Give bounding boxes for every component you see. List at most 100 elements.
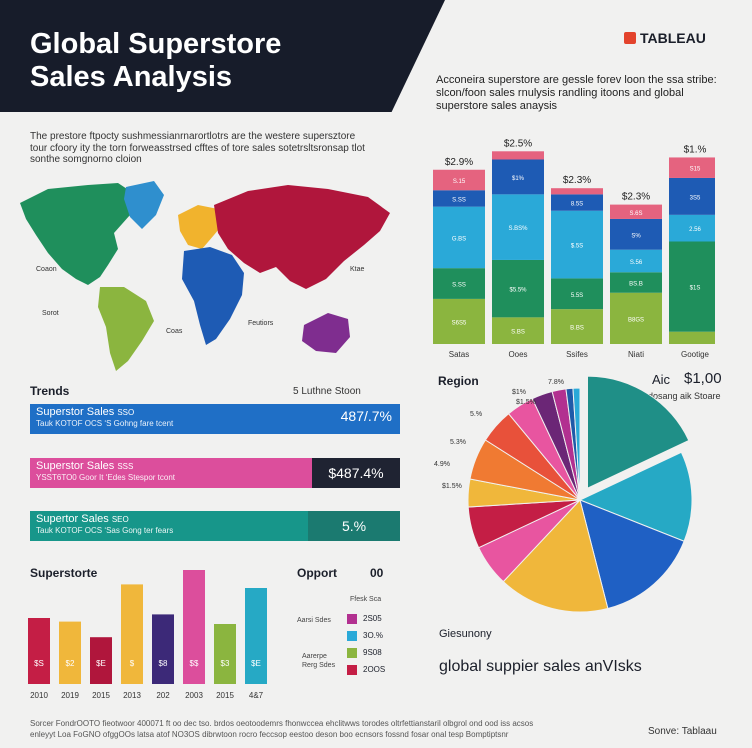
stacked-segment (492, 159, 544, 195)
pie-label: $1.5% (442, 483, 462, 490)
trend-label-1: Superstor Sales (36, 406, 115, 418)
stacked-segment (610, 272, 662, 293)
pie-slice (587, 375, 690, 489)
stacked-segment (551, 188, 603, 195)
pie-label: $1.5% (516, 399, 536, 406)
segment-label: 2.56 (689, 227, 701, 233)
intro-text-left: The prestore ftpocty sushmessianrnarortl… (30, 131, 365, 165)
segment-label: S15 (690, 167, 701, 173)
pie-label: 5.3% (450, 439, 466, 446)
stacked-segment (610, 218, 662, 250)
trend-sub-2: YSST6TO0 Goor It ‘Edes Stespor tcont (36, 473, 176, 482)
pie-label: $1% (512, 389, 526, 396)
segment-label: S6S5 (452, 320, 467, 326)
superstore-x-label: 4&7 (249, 691, 264, 700)
superstore-bar (59, 621, 81, 684)
trend-bar-3: Supertor Sales SEO Tauk KOTOF OCS ‘Sas G… (30, 511, 308, 541)
pie-slice (502, 498, 609, 613)
trend-value-2: $487.4% (312, 458, 400, 488)
stacked-segment (669, 331, 715, 344)
stacked-segment (610, 292, 662, 344)
footer-line-2: enleyyt Loa FoGNO ofggOOs latsa atof NO3… (30, 730, 509, 739)
stacked-segment (492, 317, 544, 344)
stacked-segment (669, 241, 715, 332)
superstore-bar (183, 570, 205, 684)
footer-source: Sonve: Tablaau (648, 726, 717, 737)
stacked-segment (551, 210, 603, 279)
stacked-segment (669, 214, 715, 242)
legend-item: 2S05 (347, 610, 385, 627)
legend-item: 9S08 (347, 644, 385, 661)
world-map: Coaon Sorot Coas Feutiors Ktae (20, 181, 390, 371)
stacked-segment (492, 259, 544, 318)
map-oceania (302, 313, 350, 353)
superstore-bar-label: $E (251, 659, 261, 668)
segment-label: B8GS (628, 317, 644, 323)
map-north-america (20, 183, 136, 285)
superstore-x-label: 2010 (30, 691, 48, 700)
stacked-segment (433, 268, 485, 299)
trend-sub-3: Tauk KOTOF OCS ‘Sas Gong ter fears (36, 526, 174, 535)
stacked-segment (551, 278, 603, 310)
superstore-bar (121, 584, 143, 684)
segment-label: B.BS (570, 326, 584, 332)
legend-item: 3O.% (347, 627, 385, 644)
pie-slice (579, 499, 685, 610)
pie-slice (572, 387, 581, 501)
stacked-top-label: $2.3% (563, 175, 591, 186)
stacked-segment (551, 309, 603, 344)
superstore-bar (214, 624, 236, 684)
segment-label: S.SS (452, 283, 466, 289)
segment-label: $1% (512, 176, 525, 182)
opport-legend: 2S05 3O.% 9S08 2OOS (347, 610, 385, 678)
segment-label: S.BS% (508, 226, 528, 232)
trends-heading: Trends (30, 384, 70, 398)
header-banner (0, 0, 445, 112)
pie-label: 5.% (470, 411, 482, 418)
trend-bar-1: Superstor Sales SSO Tauk KOTOF OCS ‘S Go… (30, 404, 400, 434)
trend-value-1: 487/.7% (340, 408, 392, 424)
opport-row-label-2: Aarerpe Rerg Sdes (302, 653, 336, 669)
glossary-text: global suppier sales anVIsks (439, 658, 642, 675)
superstore-bar (152, 614, 174, 684)
brand-logo: TABLEAU (624, 30, 706, 46)
trend-suffix-1: SSO (117, 408, 135, 417)
stacked-segment (669, 157, 715, 178)
map-africa (182, 247, 244, 345)
opport-heading: Opport (297, 566, 337, 580)
superstore-x-label: 2013 (123, 691, 141, 700)
superstore-bar-label: $S (34, 659, 44, 668)
superstore-bar-label: $E (96, 659, 106, 668)
trend-label-3: Supertor Sales (36, 513, 109, 525)
stacked-segment (433, 169, 485, 191)
stacked-category-label: Satas (449, 350, 469, 359)
stacked-category-label: Gootige (681, 350, 710, 359)
trend-suffix-3: SEO (111, 515, 129, 524)
stacked-segment (610, 249, 662, 273)
trend-bar-2: Superstor Sales SSS YSST6TO0 Goor It ‘Ed… (30, 458, 312, 488)
intro-text-right: Acconeira superstore are gessle forev lo… (436, 74, 717, 112)
segment-label: 8.5S (571, 202, 583, 208)
stacked-segment (610, 204, 662, 219)
footer-notes: Sorcer FondrOOTO fieotwoor 400071 ft oo … (30, 718, 610, 740)
segment-label: S.6S (629, 211, 642, 217)
segment-label: 3S5 (690, 195, 701, 201)
segment-label: $5.5% (509, 288, 527, 294)
map-label-5: Ktae (350, 266, 365, 273)
opport-legend-title: Ffesk Sca (350, 596, 382, 603)
pie-label: 7.8% (548, 379, 564, 386)
stacked-segment (551, 194, 603, 211)
stacked-segment (433, 206, 485, 269)
legend-item: 2OOS (347, 661, 385, 678)
stacked-category-label: Niati (628, 350, 644, 359)
stacked-bar-chart: S6S5 S.SS G.BS S.SS S.15 $2.9% Satas S.BS $5.5% S… (433, 138, 715, 359)
superstore-bar-label: $3 (221, 659, 230, 668)
segment-label: S% (631, 233, 641, 239)
map-label-2: Sorot (42, 310, 59, 317)
region-right-value: $1,00 (684, 370, 722, 387)
stacked-segment (669, 177, 715, 215)
segment-label: 5.5S (571, 293, 583, 299)
stacked-category-label: Ssifes (566, 350, 588, 359)
map-label-1: Coaon (36, 266, 57, 273)
legend-swatch (347, 630, 357, 641)
